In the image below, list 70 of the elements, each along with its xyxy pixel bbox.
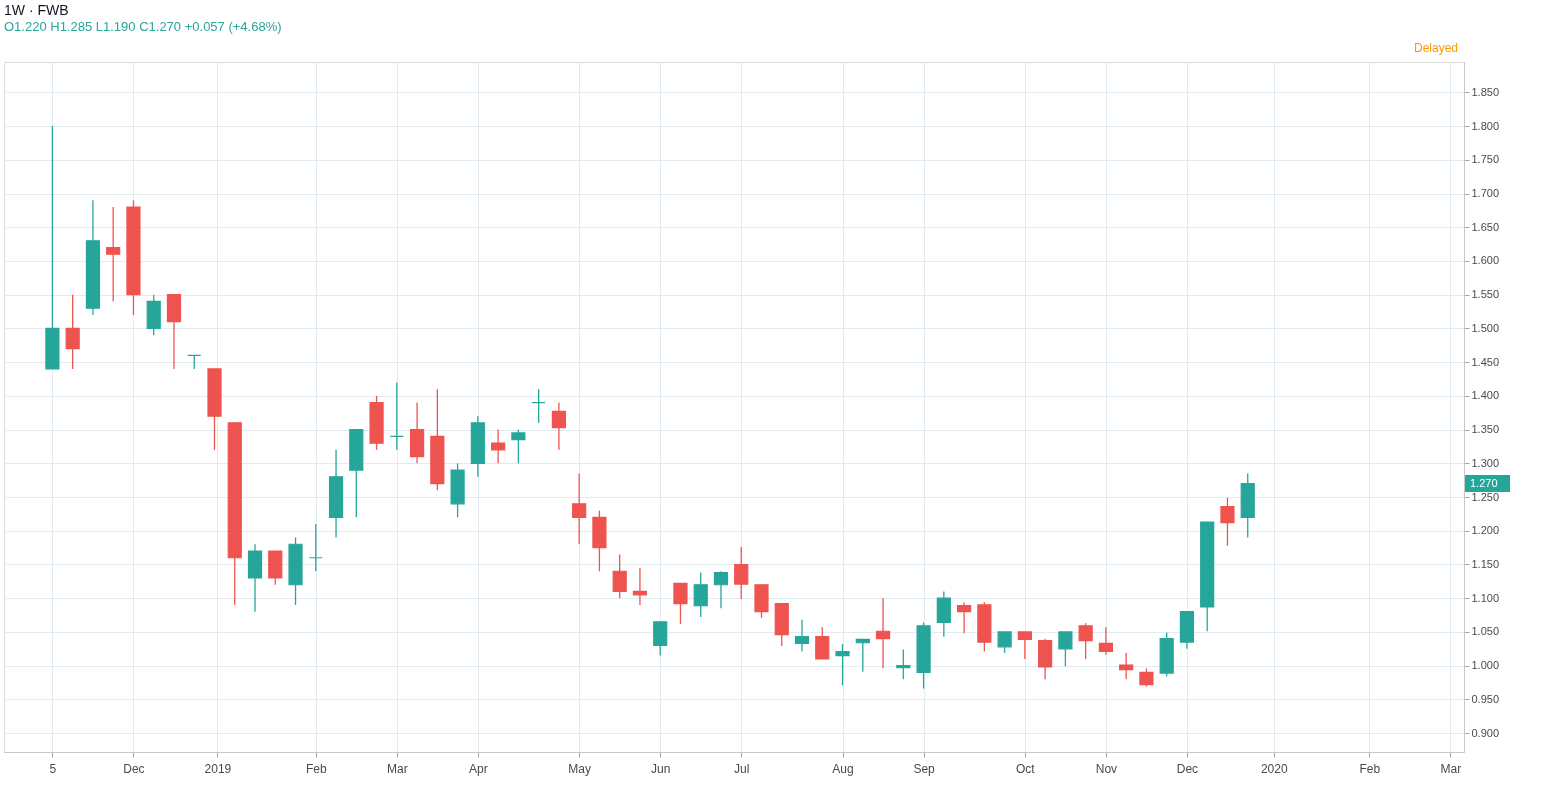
- candlestick: [612, 553, 627, 599]
- candlestick: [531, 388, 546, 424]
- candlestick: [1119, 652, 1134, 680]
- x-tick-label: Nov: [1095, 761, 1118, 776]
- x-tick-label: Mar: [386, 761, 408, 776]
- candlestick: [1098, 626, 1114, 656]
- x-tick-label: Jul: [734, 761, 750, 776]
- candlestick: [835, 643, 850, 686]
- y-tick-label: 1.800: [1471, 119, 1500, 132]
- candlestick: [308, 523, 323, 572]
- candlestick: [1139, 667, 1154, 688]
- y-tick-label: 1.850: [1471, 85, 1500, 98]
- candlestick: [693, 571, 708, 618]
- y-tick-label: 1.250: [1471, 490, 1500, 503]
- candlestick: [491, 428, 506, 464]
- x-tick-label: Sep: [913, 761, 936, 776]
- candlestick: [956, 601, 972, 634]
- y-tick-label: 1.600: [1471, 254, 1500, 267]
- y-tick-label: 1.700: [1471, 187, 1500, 200]
- candlestick: [65, 294, 80, 370]
- candlestick: [389, 381, 404, 451]
- y-tick-label: 1.450: [1471, 355, 1500, 368]
- y-tick-label: 1.200: [1471, 524, 1500, 537]
- x-tick-label: Oct: [1016, 761, 1036, 776]
- x-tick-label: May: [568, 761, 591, 776]
- candlestick: [106, 206, 121, 303]
- y-tick-label: 1.500: [1471, 321, 1500, 334]
- candlestick: [1078, 622, 1093, 660]
- x-tick-label: 2020: [1260, 761, 1288, 776]
- y-tick-label: 0.950: [1471, 692, 1500, 705]
- candlestick: [875, 597, 891, 670]
- x-tick-label: Apr: [469, 761, 488, 776]
- x-tick-label: Dec: [1176, 761, 1199, 776]
- candlestick: [997, 631, 1012, 654]
- y-tick-label: 1.100: [1471, 591, 1500, 604]
- y-tick-label: 1.400: [1471, 389, 1500, 402]
- y-tick-label: 1.350: [1471, 423, 1500, 436]
- y-tick-label: 1.650: [1471, 220, 1500, 233]
- x-tick-label: 2019: [204, 761, 232, 776]
- candlestick: [815, 626, 830, 660]
- y-tick-label: 1.050: [1471, 625, 1500, 638]
- candlestick: [572, 472, 587, 545]
- candlestick: [713, 570, 729, 609]
- candlestick: [1058, 631, 1073, 667]
- candlestick: [794, 619, 810, 653]
- y-tick-label: 1.300: [1471, 456, 1500, 469]
- x-tick-label: Mar: [1440, 761, 1462, 776]
- x-tick-label: Feb: [305, 761, 327, 776]
- candlestick: [673, 582, 688, 625]
- x-tick-label: 5: [49, 761, 57, 776]
- y-tick-label: 1.750: [1471, 153, 1500, 166]
- x-tick-label: Jun: [651, 761, 671, 776]
- candlestick: [734, 546, 749, 600]
- candlestick: [511, 428, 526, 464]
- y-tick-label: 1.550: [1471, 288, 1500, 301]
- chart-subtitle: O1.220 H1.285 L1.190 C1.270 +0.057 (+4.68%): [4, 19, 282, 34]
- x-tick-label: Feb: [1359, 761, 1381, 776]
- candlestick: [896, 648, 911, 680]
- candlestick: [551, 401, 566, 451]
- text: Delayed: [1413, 41, 1458, 55]
- y-tick-label: 0.900: [1471, 726, 1500, 739]
- text: 1.270: [1470, 476, 1498, 489]
- y-tick-label: 1.150: [1471, 557, 1500, 570]
- candlestick: [1220, 497, 1235, 547]
- y-tick-label: 1.000: [1471, 659, 1500, 672]
- chart-title: 1W · FWB: [4, 2, 69, 18]
- candlestick: [1017, 631, 1032, 660]
- x-tick-label: Aug: [832, 761, 854, 776]
- candlestick: [653, 621, 668, 657]
- x-tick-label: Dec: [123, 761, 145, 776]
